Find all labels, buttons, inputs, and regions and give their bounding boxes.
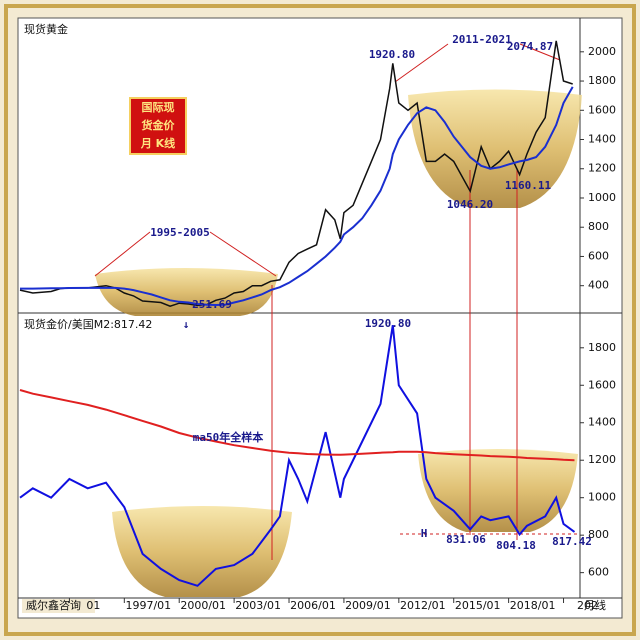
x-tick-label: 1997/01 — [125, 599, 171, 612]
series-line — [19, 389, 575, 462]
guide — [94, 231, 151, 277]
annotation: 831.06 — [446, 533, 486, 546]
x-tick-label: 2015/01 — [455, 599, 501, 612]
chart-title: 现货黄金 — [24, 22, 68, 36]
x-tick-label: 01 — [86, 599, 100, 612]
y-tick-label: 400 — [588, 279, 609, 292]
chart-title: 现货金价/美国M2:817.42 — [24, 317, 152, 331]
annotation: ↓ — [183, 318, 190, 331]
y-tick-label: 1200 — [588, 162, 616, 175]
frame-border — [4, 4, 636, 636]
series-line — [20, 86, 574, 307]
bowl — [95, 268, 278, 316]
bowl — [418, 449, 578, 532]
badge-text: 货金价 — [141, 118, 176, 132]
y-tick-label: 800 — [588, 220, 609, 233]
bowl — [112, 506, 292, 597]
guides — [94, 43, 578, 560]
annotation: 1920.80 — [369, 48, 415, 61]
y-tick-label: 1400 — [588, 133, 616, 146]
x-tick-label: 2003/01 — [235, 599, 281, 612]
y-tick-label: 600 — [588, 566, 609, 579]
guide — [209, 231, 277, 277]
footer-box — [22, 599, 95, 613]
y-tick-label: 1200 — [588, 453, 616, 466]
x-tick-label: 2006/01 — [290, 599, 336, 612]
y-tick-label: 1000 — [588, 191, 616, 204]
footer-period: 月线 — [584, 598, 606, 612]
series-line — [19, 40, 573, 307]
x-tick-label: 202 — [577, 599, 598, 612]
y-tick-label: 1800 — [588, 74, 616, 87]
y-tick-label: 800 — [588, 528, 609, 541]
x-tick-label: 2012/01 — [400, 599, 446, 612]
annotation: 1920.80 — [365, 317, 411, 330]
x-tick-label: 2000/01 — [180, 599, 226, 612]
footer-source: 威尔鑫咨询 — [26, 598, 81, 612]
y-tick-label: 1600 — [588, 103, 616, 116]
annotation: 1995-2005 — [150, 226, 210, 239]
annotation: 1160.11 — [505, 179, 552, 192]
guide — [394, 43, 449, 83]
x-tick-label: 2009/01 — [345, 599, 391, 612]
badge-text: 月 K线 — [140, 136, 175, 150]
series-line — [19, 325, 576, 587]
annotation: 2074.87 — [507, 40, 553, 53]
y-tick-label: 1000 — [588, 491, 616, 504]
annotation: 804.18 — [496, 539, 536, 552]
y-tick-label: 1800 — [588, 341, 616, 354]
annotation: 1046.20 — [447, 198, 493, 211]
badge-text: 国际现 — [142, 100, 175, 114]
bowls — [95, 89, 582, 597]
bowl — [408, 89, 582, 208]
badge — [129, 97, 187, 155]
annotation: H — [421, 527, 428, 540]
annotation: 817.42 — [552, 535, 592, 548]
y-tick-label: 600 — [588, 249, 609, 262]
y-tick-label: 1400 — [588, 416, 616, 429]
annotation: 251.69 — [192, 298, 232, 311]
x-tick-label: 2018/01 — [510, 599, 556, 612]
y-tick-label: 1600 — [588, 378, 616, 391]
y-tick-label: 2000 — [588, 45, 616, 58]
annotation: 2011-2021 — [452, 33, 512, 46]
annotation: ma50年全样本 — [193, 430, 264, 444]
